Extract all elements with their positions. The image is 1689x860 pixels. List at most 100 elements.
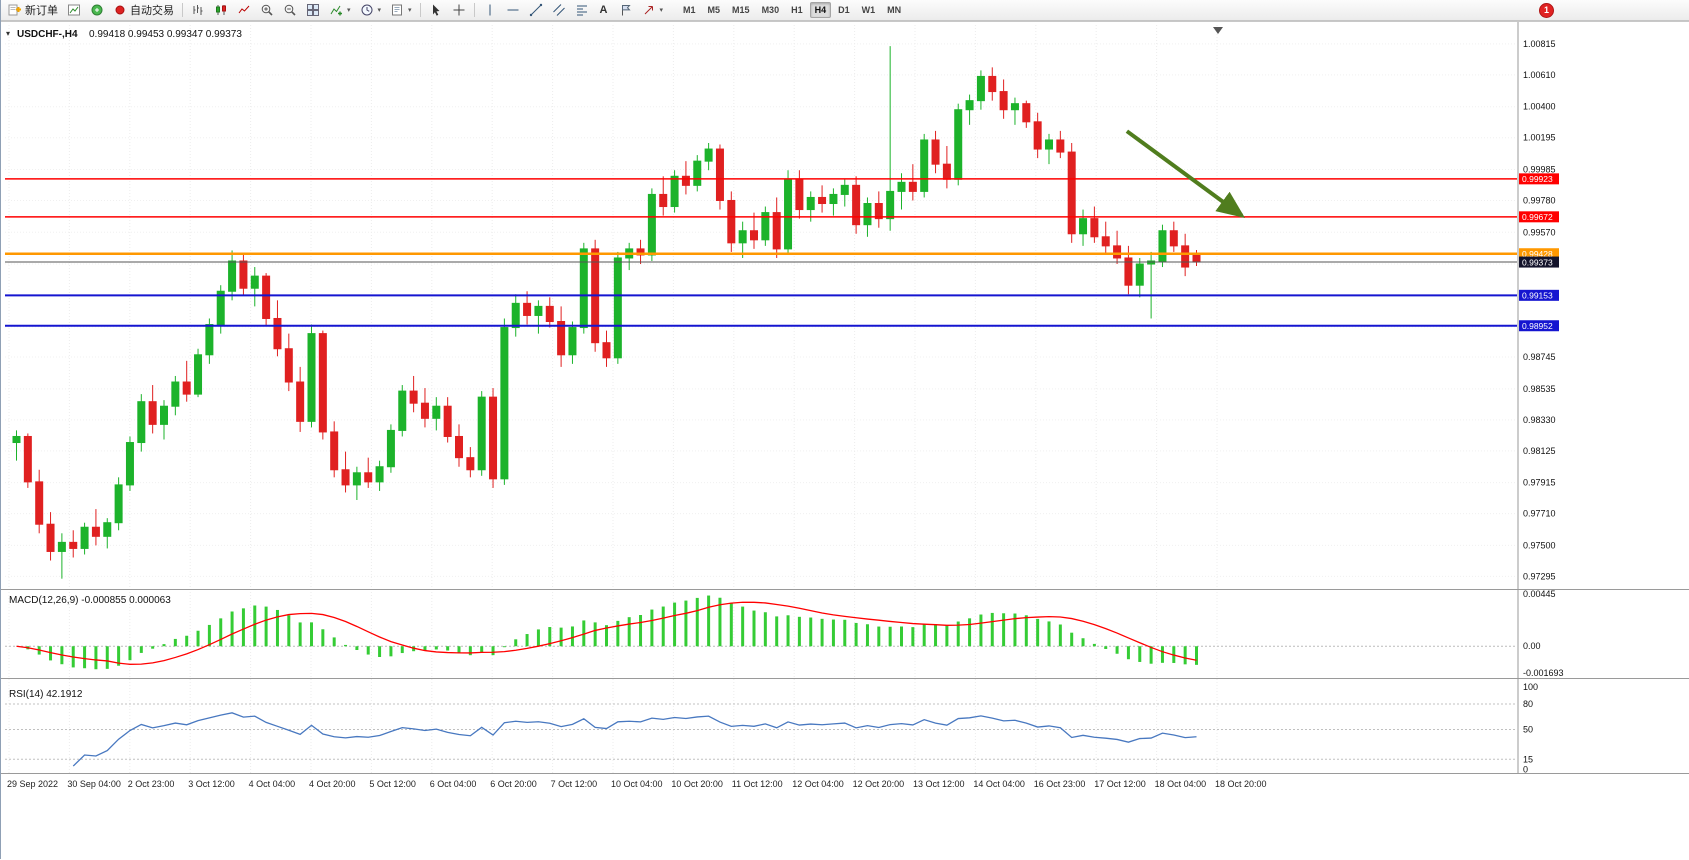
toolbar-separator [182,3,183,17]
zoom-in-button[interactable] [256,1,278,20]
fibonacci-icon [575,3,589,17]
svg-text:7 Oct 12:00: 7 Oct 12:00 [551,779,598,789]
timeframe-h4-button[interactable]: H4 [809,2,832,18]
bar-chart-type-button[interactable] [187,1,209,20]
timeframe-m15-button[interactable]: M15 [732,5,750,15]
crosshair-tool-button[interactable] [448,1,470,20]
timeframe-m5-button[interactable]: M5 [707,5,721,15]
svg-text:100: 100 [1523,682,1538,692]
svg-text:0.97500: 0.97500 [1523,540,1556,550]
candlestick-series [12,46,1201,579]
svg-text:0.99570: 0.99570 [1523,227,1556,237]
price-chart-canvas[interactable]: 29 Sep 2022 30 Sep 04:00 2 Oct 23:00 3 Oct … [1,21,1689,860]
label-flag-icon [619,3,633,17]
cursor-tool-button[interactable] [425,1,447,20]
svg-text:0.98535: 0.98535 [1523,384,1556,394]
chevron-down-icon: ▾ [347,6,351,14]
svg-text:18 Oct 04:00: 18 Oct 04:00 [1155,779,1207,789]
timeframe-d1-button[interactable]: D1 [838,5,850,15]
main-toolbar: 新订单 自动交易 [1,0,1689,21]
chevron-down-icon: ▾ [377,6,382,14]
vertical-line-tool-button[interactable] [479,1,501,20]
horizontal-line-tool-button[interactable] [502,1,524,20]
macd-signal-line [16,601,1197,665]
chart-shift-marker [1213,27,1223,34]
svg-text:29 Sep 2022: 29 Sep 2022 [7,779,58,789]
panel-separators [1,21,1689,774]
auto-trading-button[interactable]: 自动交易 [109,1,178,20]
svg-text:6 Oct 04:00: 6 Oct 04:00 [430,779,477,789]
svg-text:10 Oct 20:00: 10 Oct 20:00 [671,779,723,789]
channel-icon [552,3,566,17]
timeframe-toolbar: M1 M5 M15 M30 H1 H4 D1 W1 MN [678,2,906,18]
svg-text:1.00400: 1.00400 [1523,102,1556,112]
toolbar-separator [419,3,421,17]
svg-text:0.00: 0.00 [1523,641,1541,651]
svg-text:15: 15 [1523,754,1533,764]
crosshair-icon [452,3,466,17]
svg-text:6 Oct 20:00: 6 Oct 20:00 [490,779,537,789]
horizontal-lines: 0.99923 0.99672 0.99428 0.99153 0.98952 0.993… [5,173,1559,332]
text-tool-button[interactable]: A [594,1,614,20]
macd-panel: MACD(12,26,9) -0.000855 0.000063 0.00445 0… [5,589,1564,678]
arrows-tool-button[interactable]: ▾ [638,1,668,20]
fibonacci-tool-button[interactable] [571,1,593,20]
channel-tool-button[interactable] [548,1,570,20]
svg-text:0.98330: 0.98330 [1523,415,1556,425]
toolbar-separator [473,3,475,17]
line-chart-type-button[interactable] [233,1,255,20]
svg-text:1.00815: 1.00815 [1523,39,1556,49]
auto-trading-label: 自动交易 [130,5,174,17]
tile-windows-icon [306,3,320,17]
timeframe-m1-button[interactable]: M1 [683,5,696,15]
svg-text:11 Oct 12:00: 11 Oct 12:00 [732,779,783,789]
chevron-down-icon: ▾ [659,6,664,14]
grid-lines [5,25,1517,774]
template-icon [390,3,404,17]
time-axis: 29 Sep 2022 30 Sep 04:00 2 Oct 23:00 3 Oct … [7,779,1267,789]
indicators-button[interactable]: ▾ [325,1,355,20]
timeframe-w1-button[interactable]: W1 [861,5,876,15]
svg-text:0.97295: 0.97295 [1523,571,1556,581]
new-order-button[interactable]: 新订单 [4,1,62,20]
svg-text:0.98125: 0.98125 [1523,446,1556,456]
timeframe-m30-button[interactable]: M30 [761,5,780,15]
svg-text:1.00195: 1.00195 [1523,133,1556,143]
tile-windows-button[interactable] [302,1,324,20]
svg-text:50: 50 [1523,725,1533,735]
market-watch-button[interactable] [86,1,108,20]
clock-icon [360,3,374,17]
svg-text:0.99428: 0.99428 [1522,249,1553,259]
svg-text:0.99923: 0.99923 [1522,174,1553,184]
horizontal-line-icon [506,3,520,17]
periods-button[interactable]: ▾ [356,1,386,20]
cursor-icon [432,4,440,16]
svg-text:-0.001693: -0.001693 [1523,668,1564,678]
bar-chart-icon [191,3,205,17]
svg-text:10 Oct 04:00: 10 Oct 04:00 [611,779,663,789]
market-watch-icon [90,3,104,17]
timeframe-mn-button[interactable]: MN [887,5,902,15]
candlestick-chart-icon [214,3,228,17]
timeframe-h1-button[interactable]: H1 [791,5,803,15]
svg-text:0.99153: 0.99153 [1522,291,1553,301]
zoom-out-button[interactable] [279,1,301,20]
trend-arrow [1125,129,1246,218]
svg-text:1.00610: 1.00610 [1523,70,1556,80]
chart-window-button[interactable] [63,1,85,20]
svg-text:USDCHF-,H4: USDCHF-,H4 [17,29,78,40]
svg-text:3 Oct 12:00: 3 Oct 12:00 [188,779,235,789]
trendline-tool-button[interactable] [525,1,547,20]
candlestick-chart-type-button[interactable] [210,1,232,20]
new-order-icon [8,3,22,17]
zoom-out-icon [283,3,297,17]
notification-badge[interactable]: 1 [1539,2,1554,18]
svg-text:0: 0 [1523,765,1528,775]
svg-text:18 Oct 20:00: 18 Oct 20:00 [1215,779,1267,789]
text-label-tool-button[interactable] [615,1,637,20]
rsi-panel: 100 80 50 150 RSI(14) 42.1912 [5,682,1538,775]
svg-text:0.98952: 0.98952 [1522,321,1553,331]
svg-text:0.99985: 0.99985 [1523,164,1556,174]
templates-button[interactable]: ▾ [386,1,416,20]
new-order-label: 新订单 [25,5,58,17]
